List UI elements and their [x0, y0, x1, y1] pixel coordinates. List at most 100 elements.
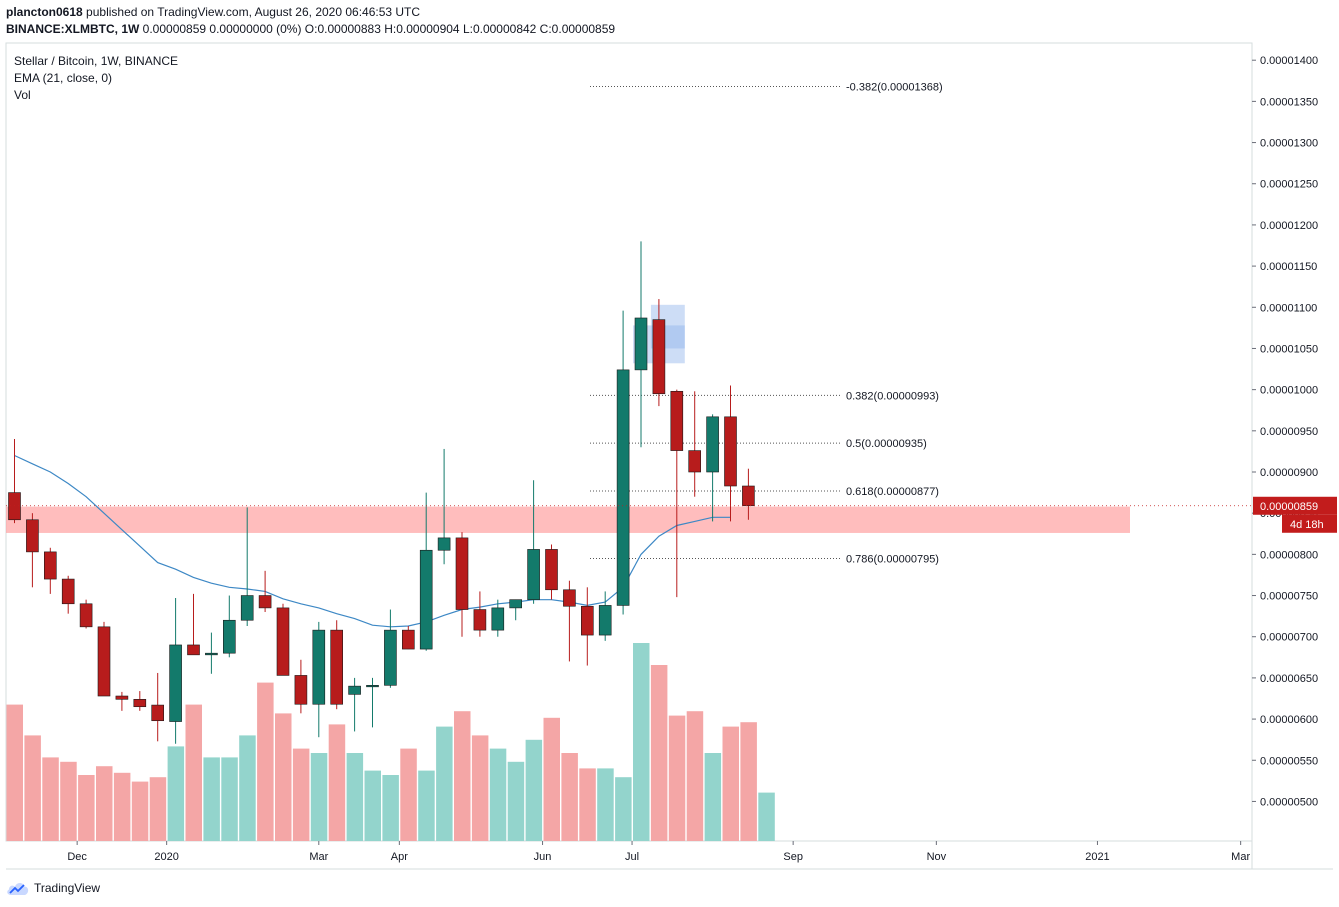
volume-bar	[203, 757, 220, 841]
candle-body	[151, 704, 164, 722]
candle[interactable]	[115, 691, 129, 711]
candle[interactable]	[401, 626, 415, 650]
legend-ema[interactable]: EMA (21, close, 0)	[14, 71, 113, 85]
time-axis: Dec 2020 Mar Apr Jun Jul Sep Nov 2021 Mar	[67, 841, 1250, 863]
legend-vol[interactable]: Vol	[14, 88, 31, 102]
candle[interactable]	[688, 391, 702, 497]
candle[interactable]	[348, 677, 361, 732]
candle[interactable]	[384, 609, 397, 688]
candle[interactable]	[670, 389, 684, 598]
tradingview-cloud-icon	[7, 882, 29, 895]
volume-bar	[704, 753, 722, 841]
candle-body	[384, 629, 397, 686]
candle[interactable]	[151, 672, 164, 742]
volume-bar	[561, 753, 578, 841]
fib-level-label: -0.382(0.00001368)	[846, 82, 943, 94]
candle-body	[169, 644, 182, 722]
candle[interactable]	[223, 595, 236, 658]
candle[interactable]	[169, 598, 182, 744]
price-tick-label: 0.00000750	[1260, 591, 1318, 603]
candle[interactable]	[43, 547, 57, 594]
candle-body	[348, 685, 361, 695]
candle[interactable]	[294, 659, 308, 714]
candle[interactable]	[527, 480, 540, 604]
candle[interactable]	[366, 677, 379, 728]
candle[interactable]	[276, 603, 290, 676]
candle-body	[419, 549, 433, 650]
candle[interactable]	[742, 468, 755, 520]
candle[interactable]	[330, 620, 344, 710]
time-tick-label: Jun	[534, 851, 552, 863]
candle-body	[706, 416, 719, 473]
candle[interactable]	[26, 513, 39, 588]
candle-body	[223, 619, 236, 654]
candle-body	[634, 317, 648, 371]
candle[interactable]	[545, 544, 558, 600]
candle[interactable]	[706, 414, 719, 522]
candle-body	[115, 695, 129, 700]
candle[interactable]	[258, 570, 272, 613]
candle-body	[670, 390, 684, 451]
candle[interactable]	[419, 492, 433, 651]
candle[interactable]	[491, 599, 505, 637]
candle-body	[455, 537, 469, 610]
candle[interactable]	[616, 310, 630, 615]
volume-bar	[650, 665, 668, 841]
candle[interactable]	[79, 599, 93, 629]
publisher-name[interactable]: plancton0618	[6, 5, 83, 19]
candle-body	[652, 319, 666, 395]
price-tick-label: 0.00001150	[1260, 261, 1317, 273]
candle[interactable]	[455, 532, 469, 637]
volume-bar	[597, 768, 614, 841]
candle[interactable]	[563, 580, 576, 662]
price-tick-label: 0.00001400	[1260, 55, 1318, 67]
candle[interactable]	[133, 691, 147, 711]
candle[interactable]	[240, 507, 254, 627]
volume-bar	[113, 772, 131, 841]
candle[interactable]	[580, 587, 594, 666]
price-tag-box[interactable]	[1253, 496, 1337, 515]
candle-body	[724, 416, 737, 487]
volume-bar	[346, 753, 364, 841]
price-tick-label: 0.00001000	[1260, 385, 1318, 397]
volume-bar	[758, 792, 775, 841]
candle[interactable]	[8, 439, 21, 524]
support-zone[interactable]	[6, 506, 1130, 533]
volume-bar	[471, 735, 489, 841]
volume-bar	[633, 643, 650, 841]
candle-body	[688, 450, 702, 473]
volume-bar	[489, 748, 507, 841]
volume-bar	[42, 757, 59, 841]
candle-body	[312, 629, 326, 705]
candle[interactable]	[634, 241, 648, 448]
candle[interactable]	[652, 299, 666, 407]
candle[interactable]	[437, 448, 451, 565]
volume-bar	[525, 739, 543, 841]
candle-body	[43, 551, 57, 580]
candle[interactable]	[61, 575, 75, 614]
candle-body	[742, 485, 755, 507]
time-tick-label: Mar	[309, 851, 328, 863]
ema-line[interactable]	[14, 454, 731, 628]
candle[interactable]	[205, 632, 218, 674]
volume-bar	[275, 713, 292, 841]
volume-bar	[740, 722, 757, 841]
candle[interactable]	[473, 591, 487, 637]
candle-body	[616, 369, 630, 606]
candle[interactable]	[724, 385, 737, 522]
candles	[8, 241, 755, 744]
time-tick-label: Nov	[927, 851, 947, 863]
candle[interactable]	[598, 591, 612, 641]
candle-body	[527, 549, 540, 600]
price-tick-label: 0.00001050	[1260, 343, 1318, 355]
candle-body	[8, 492, 21, 521]
candle-body	[61, 578, 75, 605]
candle-body	[401, 629, 415, 650]
candle[interactable]	[312, 621, 326, 738]
candle[interactable]	[97, 621, 111, 697]
tradingview-logo[interactable]: TradingView	[6, 880, 100, 896]
candle[interactable]	[187, 593, 200, 656]
candle[interactable]	[509, 599, 523, 621]
time-tick-label: Mar	[1231, 851, 1250, 863]
